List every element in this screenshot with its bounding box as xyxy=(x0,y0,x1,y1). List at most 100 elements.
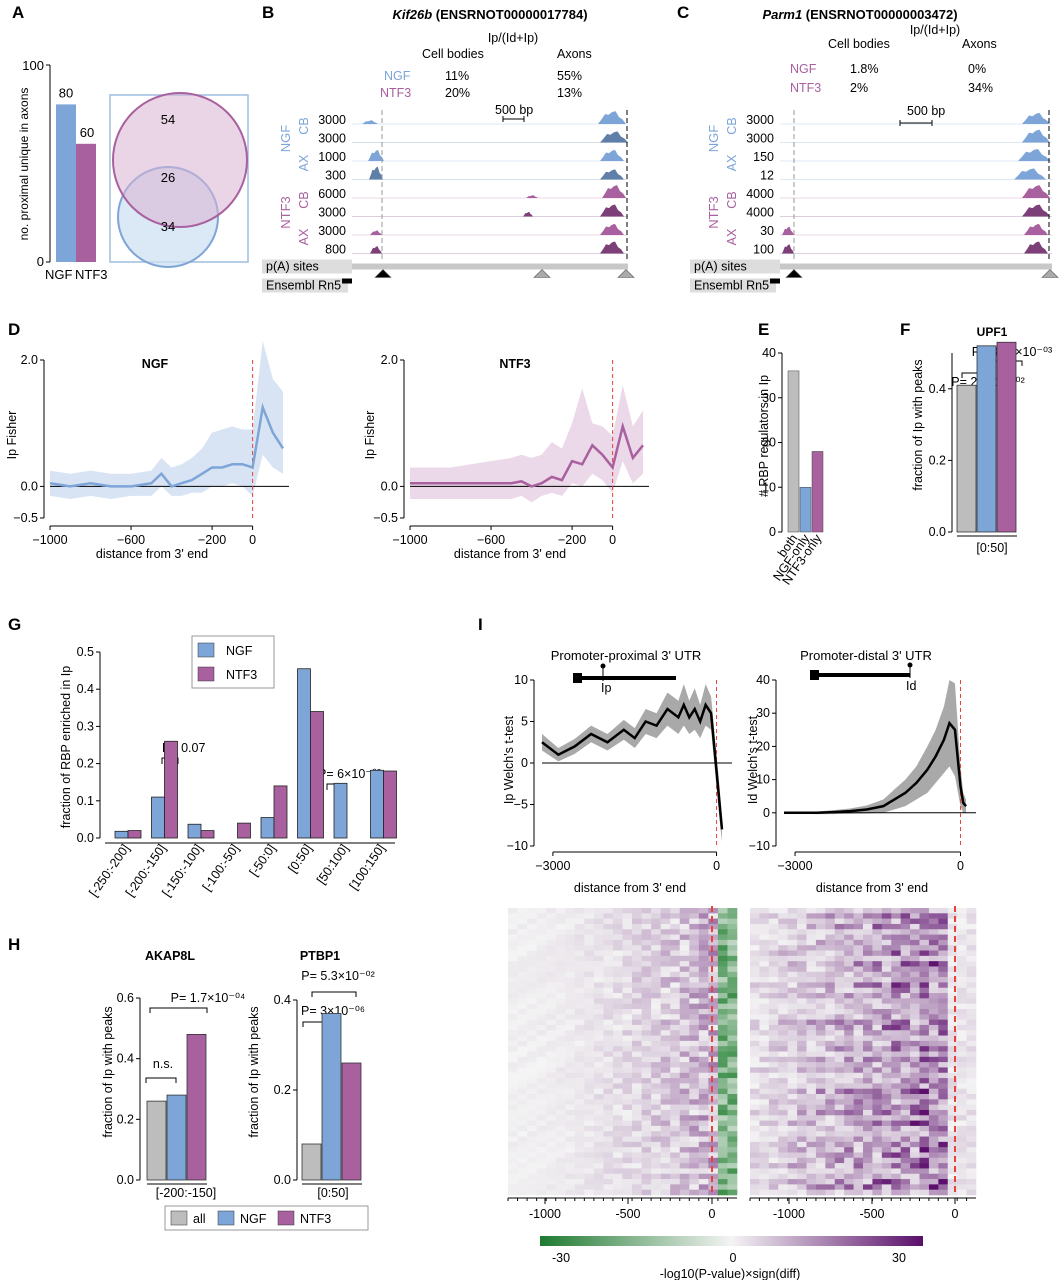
heatmap-cell xyxy=(928,993,939,999)
heatmap-cell xyxy=(651,1168,661,1175)
heatmap-cell xyxy=(797,961,807,967)
heatmap-cell xyxy=(698,987,709,994)
pa-site-triangle xyxy=(374,269,392,278)
pvalue-h-ptbp1-1: P= 5.3×10⁻⁰² xyxy=(301,969,374,983)
heatmap-cell xyxy=(670,1189,681,1196)
heatmap-cell xyxy=(603,1003,614,1010)
heatmap-cell xyxy=(947,1067,958,1074)
heatmap-cell xyxy=(555,971,566,978)
heatmap-cell xyxy=(565,1094,576,1100)
heatmap-cell xyxy=(517,1083,528,1090)
heatmap-cell xyxy=(546,966,557,973)
coverage-peak xyxy=(526,195,538,198)
marker-label-i-proximal: Ip xyxy=(601,681,611,695)
heatmap-cell xyxy=(787,1083,798,1090)
heatmap-cell xyxy=(689,1003,700,1010)
heatmap-cell xyxy=(834,1099,845,1105)
heatmap-cell xyxy=(555,1019,566,1026)
heatmap-cell xyxy=(641,1120,652,1127)
heatmap-cell xyxy=(768,1030,779,1036)
heatmap-cell xyxy=(853,977,864,983)
heatmap-cell xyxy=(863,929,873,935)
heatmap-cell xyxy=(928,1120,939,1127)
heatmap-cell xyxy=(593,1046,604,1052)
heatmap-cell xyxy=(778,1078,788,1084)
heatmap-cell xyxy=(778,1003,788,1010)
heatmap-cell xyxy=(910,1030,920,1036)
heatmap-cell xyxy=(612,1141,623,1148)
heatmap-cell xyxy=(919,908,930,914)
heatmap-cell xyxy=(759,1104,770,1111)
heatmap-cell xyxy=(750,1003,760,1010)
heatmap-cell xyxy=(844,971,854,978)
heatmap-cell xyxy=(872,1115,883,1121)
heatmap-cell xyxy=(584,1131,595,1137)
heatmap-cell xyxy=(759,1136,770,1143)
heatmap-cell xyxy=(727,1099,738,1105)
heatmap-cell xyxy=(919,1141,930,1148)
heatmap-cell xyxy=(928,977,939,983)
heatmap-cell xyxy=(881,1078,892,1084)
heatmap-cell xyxy=(919,1163,930,1169)
heatmap-cell xyxy=(834,1131,845,1137)
heatmap-cell xyxy=(947,1109,958,1116)
heatmap-cell xyxy=(891,1179,901,1185)
heatmap-cell xyxy=(527,1067,537,1074)
track-scale-label: 3000 xyxy=(318,113,346,127)
heatmap-cell xyxy=(750,923,760,930)
heatmap-cell xyxy=(651,1051,661,1058)
heatmap-cell xyxy=(584,971,595,978)
heatmap-cell xyxy=(750,1109,760,1116)
heatmap-cell xyxy=(947,993,958,999)
heatmap-cell xyxy=(900,1024,911,1031)
heatmap-cell xyxy=(853,1051,864,1058)
heatmap-cell xyxy=(966,1120,977,1127)
heatmap-cell xyxy=(881,1072,892,1079)
heatmap-cell xyxy=(966,1147,977,1153)
heatmap-cell xyxy=(768,908,779,914)
heatmap-cell xyxy=(517,1163,528,1169)
heatmap-cell xyxy=(536,1125,547,1132)
heatmap-cell xyxy=(844,1147,854,1153)
heatmap-cell xyxy=(660,1024,671,1031)
heatmap-cell xyxy=(768,1184,779,1190)
heatmap-cell xyxy=(825,1008,836,1015)
heatmap-cell xyxy=(584,1147,595,1153)
heatmap-cell xyxy=(593,961,604,967)
heatmap-cell xyxy=(679,1083,690,1090)
panel-h: AKAP8L fraction of Ip with peaks [-200:-… xyxy=(101,949,375,1231)
heatmap-cell xyxy=(891,1141,901,1148)
heatmap-cell xyxy=(787,1008,798,1015)
heatmap-cell xyxy=(834,950,845,957)
heatmap-cell xyxy=(641,1062,652,1068)
heatmap-cell xyxy=(708,1040,719,1047)
heatmap-cell xyxy=(787,1099,798,1105)
heatmap-cell xyxy=(574,1056,585,1063)
heatmap-cell xyxy=(565,1030,576,1036)
heatmap-cell xyxy=(797,998,807,1004)
heatmap-cell xyxy=(603,1067,614,1074)
heatmap-cell xyxy=(593,1173,604,1180)
heatmap-cell xyxy=(603,1099,614,1105)
heatmap-cell xyxy=(536,998,547,1004)
heatmap-cell xyxy=(928,987,939,994)
heatmap-cell xyxy=(778,1168,788,1175)
heatmap-cell xyxy=(778,1051,788,1058)
heatmap-cell xyxy=(527,1056,537,1063)
heatmap-cell xyxy=(891,1056,901,1063)
coverage-peak xyxy=(1022,112,1050,124)
heatmap-cell xyxy=(593,1030,604,1036)
track-scale-label: 4000 xyxy=(746,206,774,220)
heatmap-cell xyxy=(938,918,949,925)
heatmap-cell xyxy=(872,987,883,994)
heatmap-cell xyxy=(641,993,652,999)
heatmap-cell xyxy=(517,1072,528,1079)
heatmap-cell xyxy=(727,1157,738,1164)
heatmap-cell xyxy=(768,1189,779,1196)
heatmap-cell xyxy=(698,1046,709,1052)
heatmap-cell xyxy=(574,1094,585,1100)
heatmap-cell xyxy=(928,1184,939,1190)
heatmap-cell xyxy=(966,1019,977,1026)
heatmap-cell xyxy=(768,1157,779,1164)
heatmap-cell xyxy=(778,1147,788,1153)
